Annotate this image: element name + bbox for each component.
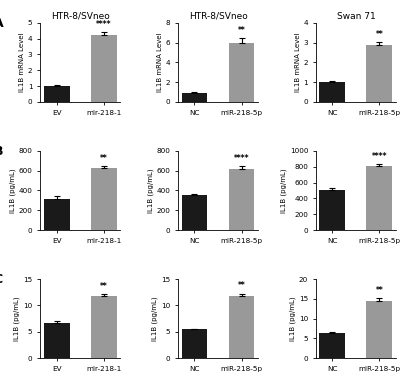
Bar [44,323,70,358]
Title: HTR-8/SVneo: HTR-8/SVneo [189,12,247,21]
Text: **: ** [376,286,383,295]
Bar [228,169,254,230]
Bar [44,86,70,102]
Y-axis label: IL1B (pg/mL): IL1B (pg/mL) [14,296,20,341]
Bar [366,166,392,230]
Y-axis label: IL1B (pg/mL): IL1B (pg/mL) [9,168,16,213]
Bar [366,301,392,358]
Bar [182,195,208,230]
Title: HTR-8/SVneo: HTR-8/SVneo [51,12,110,21]
Bar [228,296,254,358]
Y-axis label: IL1B (pg/mL): IL1B (pg/mL) [152,296,158,341]
Y-axis label: IL1B (pg/mL): IL1B (pg/mL) [290,296,296,341]
Text: C: C [0,273,3,286]
Text: **: ** [100,154,108,163]
Y-axis label: IL1B mRNA Level: IL1B mRNA Level [19,33,25,92]
Bar [182,93,208,102]
Bar [320,82,345,102]
Text: ****: **** [96,20,111,29]
Bar [44,199,70,230]
Bar [91,35,116,102]
Text: **: ** [238,26,245,35]
Bar [366,45,392,102]
Bar [228,43,254,102]
Title: Swan 71: Swan 71 [336,12,375,21]
Y-axis label: IL1B (pg/mL): IL1B (pg/mL) [280,168,287,213]
Bar [182,329,208,358]
Bar [320,333,345,358]
Y-axis label: IL1B mRNA Level: IL1B mRNA Level [157,33,163,92]
Text: **: ** [100,282,108,291]
Text: **: ** [376,30,383,39]
Text: **: ** [238,282,245,290]
Bar [91,296,116,358]
Y-axis label: IL1B mRNA Level: IL1B mRNA Level [295,33,301,92]
Text: ****: **** [234,154,249,163]
Y-axis label: IL1B (pg/mL): IL1B (pg/mL) [147,168,154,213]
Text: A: A [0,16,3,30]
Bar [320,190,345,230]
Text: ****: **** [372,152,387,161]
Bar [91,168,116,230]
Text: B: B [0,145,3,158]
